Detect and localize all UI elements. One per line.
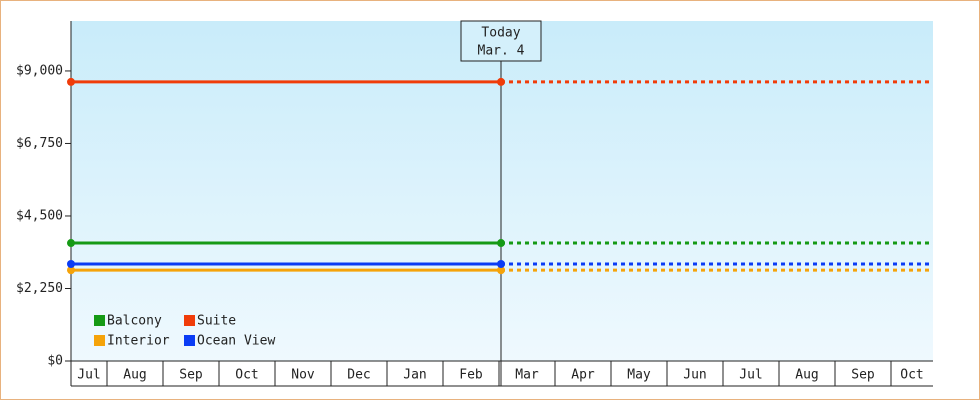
today-box <box>460 20 542 62</box>
legend-label: Balcony <box>107 314 162 329</box>
point <box>67 239 75 248</box>
x-tick-label: Apr <box>571 368 595 383</box>
legend-swatch <box>94 335 105 346</box>
today-date: Mar. 4 <box>478 44 525 59</box>
point <box>67 77 75 86</box>
legend-swatch <box>184 315 195 326</box>
x-tick-label: Sep <box>851 368 875 383</box>
x-tick-label: Jun <box>683 368 706 383</box>
point <box>67 259 75 268</box>
x-tick-label: Mar <box>515 368 539 383</box>
x-tick-label: Jul <box>739 368 762 383</box>
x-tick-label: Dec <box>347 368 370 383</box>
point <box>67 266 75 275</box>
point <box>497 266 505 275</box>
y-tick-label: $9,000 <box>16 63 63 78</box>
x-tick-label: Aug <box>123 368 146 383</box>
point <box>497 77 505 86</box>
legend-label: Ocean View <box>197 334 275 349</box>
x-tick-label: Sep <box>179 368 203 383</box>
legend-swatch <box>184 335 195 346</box>
legend-swatch <box>94 315 105 326</box>
y-tick-label: $2,250 <box>16 281 63 296</box>
legend-label: Interior <box>107 334 170 349</box>
x-tick-label: Nov <box>291 368 315 383</box>
point <box>497 259 505 268</box>
x-tick-label: Aug <box>795 368 818 383</box>
x-tick-label: Oct <box>900 368 923 383</box>
legend-label: Suite <box>197 314 236 329</box>
y-tick-label: $4,500 <box>16 208 63 223</box>
y-tick-label: $6,750 <box>16 136 63 151</box>
x-tick-label: Feb <box>459 368 483 383</box>
today-title: Today <box>481 26 520 41</box>
point <box>497 239 505 248</box>
plot-background <box>71 21 933 361</box>
x-tick-label: May <box>627 368 651 383</box>
x-tick-label: Jul <box>77 368 100 383</box>
x-tick-label: Oct <box>235 368 258 383</box>
x-tick-label: Jan <box>403 368 426 383</box>
y-tick-label: $0 <box>47 354 63 369</box>
